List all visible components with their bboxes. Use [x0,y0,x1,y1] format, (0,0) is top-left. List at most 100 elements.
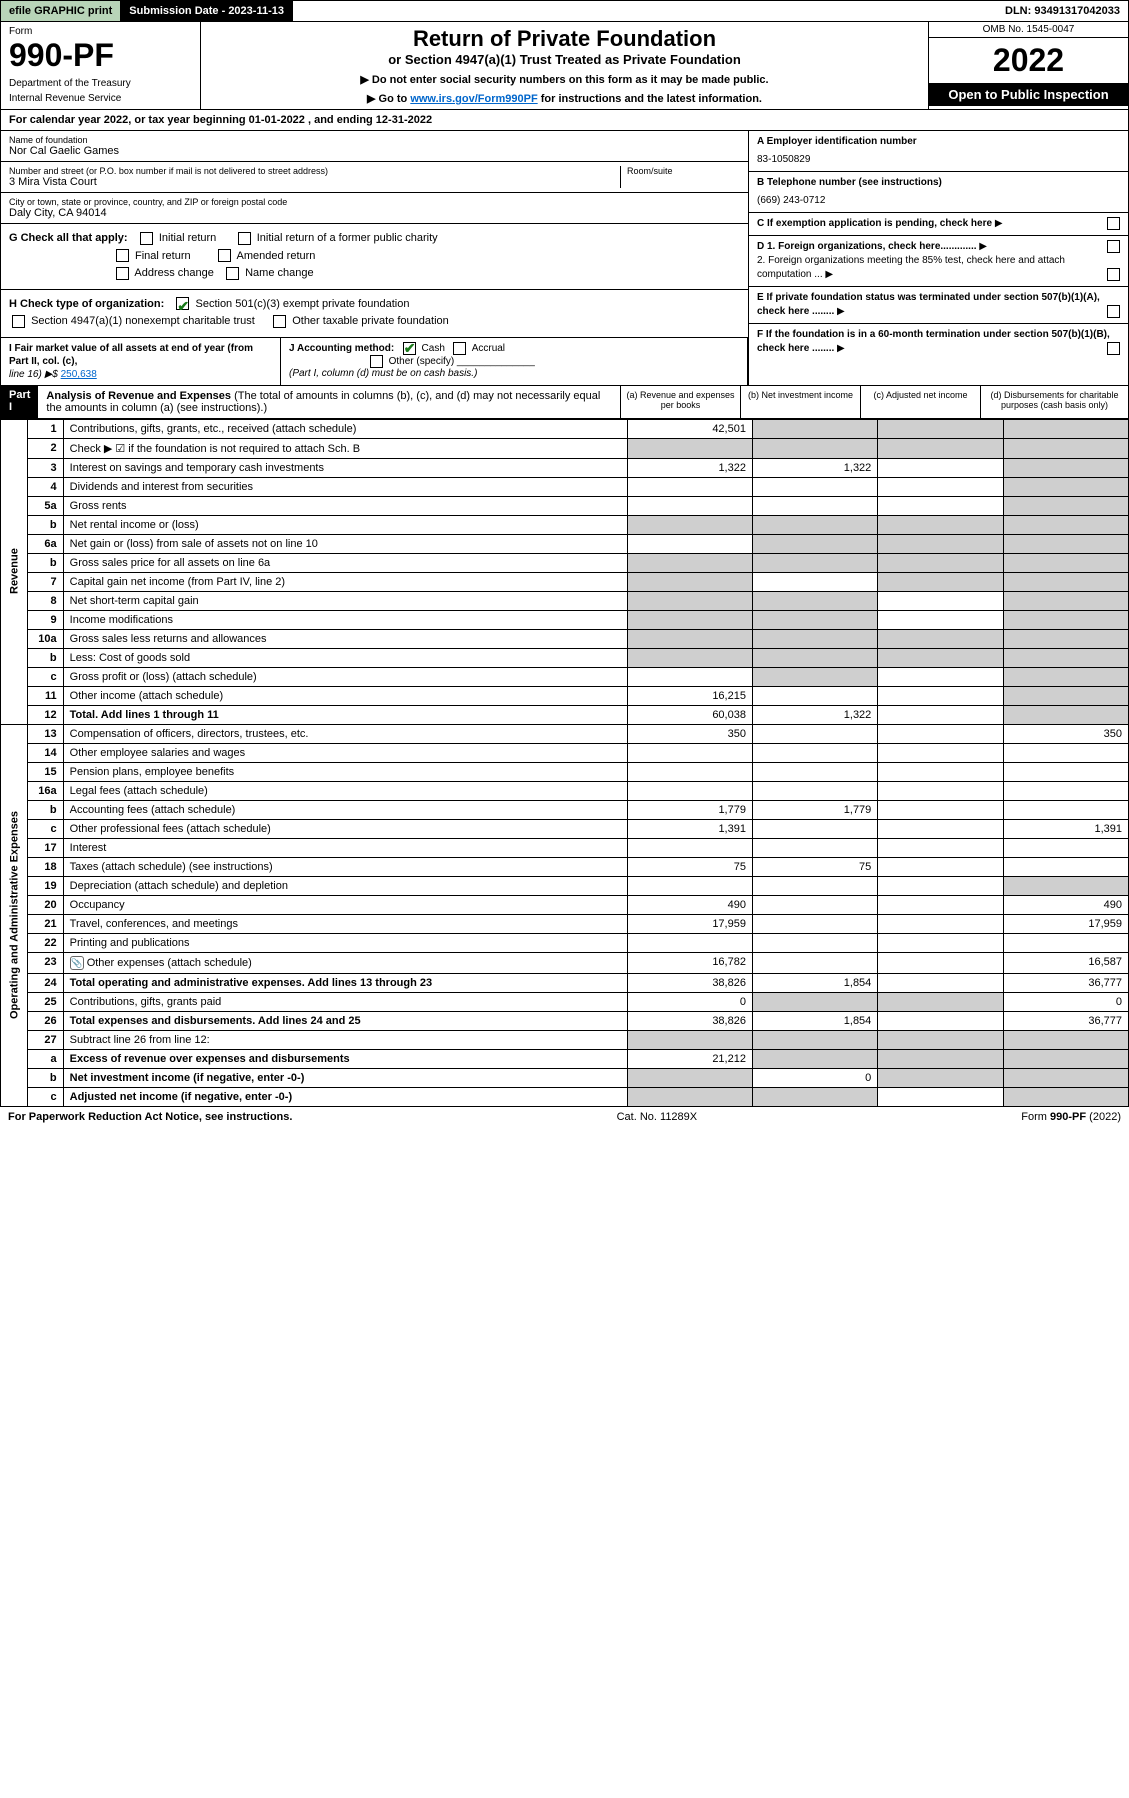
cell-col-d [1003,1030,1128,1049]
checkbox-icon[interactable] [218,249,231,262]
cell-col-c [878,553,1003,572]
checkbox-checked-icon[interactable] [403,342,416,355]
checkbox-icon[interactable] [12,315,25,328]
cell-col-a [627,762,752,781]
fmv-amount-link[interactable]: 250,638 [61,369,97,380]
cell-col-b [752,933,877,952]
cell-col-d [1003,419,1128,438]
table-row: 21Travel, conferences, and meetings17,95… [1,914,1129,933]
line-label: Net short-term capital gain [70,595,199,607]
line-label: Other employee salaries and wages [70,747,245,759]
cell-col-d [1003,762,1128,781]
efile-badge: efile GRAPHIC print [1,1,121,21]
checkbox-icon[interactable] [1107,217,1120,230]
cell-col-d [1003,933,1128,952]
table-row: 27Subtract line 26 from line 12: [1,1030,1129,1049]
cell-col-b [752,1030,877,1049]
city-label: City or town, state or province, country… [9,197,740,207]
checkbox-icon[interactable] [1107,240,1120,253]
line-label: Subtract line 26 from line 12: [70,1034,210,1046]
checkbox-icon[interactable] [226,267,239,280]
cell-col-a: 42,501 [627,419,752,438]
cell-col-a [627,743,752,762]
table-row: 9Income modifications [1,610,1129,629]
checkbox-icon[interactable] [370,355,383,368]
line-number: 11 [28,686,64,705]
cell-col-c [878,781,1003,800]
calendar-year-row: For calendar year 2022, or tax year begi… [0,110,1129,131]
form-url-link[interactable]: www.irs.gov/Form990PF [410,93,537,105]
cell-col-d [1003,686,1128,705]
cell-col-b: 1,322 [752,458,877,477]
line-number: 7 [28,572,64,591]
cell-col-c [878,952,1003,973]
checkbox-icon[interactable] [453,342,466,355]
cell-col-b: 1,854 [752,973,877,992]
cell-col-c [878,1068,1003,1087]
cell-col-a [627,933,752,952]
checkbox-icon[interactable] [238,232,251,245]
cell-col-c [878,895,1003,914]
form-header: Form 990-PF Department of the Treasury I… [0,22,1129,110]
attachment-icon[interactable]: 📎 [70,956,84,970]
page-footer: For Paperwork Reduction Act Notice, see … [0,1107,1129,1127]
checkbox-checked-icon[interactable] [176,297,189,310]
cell-col-d: 350 [1003,724,1128,743]
checkbox-icon[interactable] [116,267,129,280]
table-row: cGross profit or (loss) (attach schedule… [1,667,1129,686]
col-d-header: (d) Disbursements for charitable purpose… [981,386,1128,418]
cell-col-b [752,572,877,591]
checkbox-icon[interactable] [140,232,153,245]
line-number: 13 [28,724,64,743]
cell-col-c [878,496,1003,515]
checkbox-icon[interactable] [1107,342,1120,355]
table-row: 15Pension plans, employee benefits [1,762,1129,781]
cell-col-a: 75 [627,857,752,876]
cell-col-a: 350 [627,724,752,743]
table-row: 19Depreciation (attach schedule) and dep… [1,876,1129,895]
checkbox-icon[interactable] [1107,268,1120,281]
line-number: 24 [28,973,64,992]
line-label: Check ▶ ☑ if the foundation is not requi… [70,443,360,455]
cell-col-d: 36,777 [1003,1011,1128,1030]
cell-col-a: 16,215 [627,686,752,705]
footer-mid: Cat. No. 11289X [617,1111,698,1123]
line-label: Gross profit or (loss) (attach schedule) [70,671,257,683]
line-label: Taxes (attach schedule) (see instruction… [70,861,273,873]
line-number: 8 [28,591,64,610]
cell-col-c [878,933,1003,952]
cell-col-a: 38,826 [627,973,752,992]
cell-col-d [1003,553,1128,572]
line-number: 20 [28,895,64,914]
cell-col-c [878,876,1003,895]
room-label: Room/suite [627,166,740,176]
line-number: c [28,819,64,838]
checkbox-icon[interactable] [1107,305,1120,318]
line-number: 4 [28,477,64,496]
table-row: 16aLegal fees (attach schedule) [1,781,1129,800]
cell-col-b [752,610,877,629]
cell-col-d: 1,391 [1003,819,1128,838]
cell-col-a: 0 [627,992,752,1011]
line-label: Compensation of officers, directors, tru… [70,728,309,740]
table-row: aExcess of revenue over expenses and dis… [1,1049,1129,1068]
cell-col-c [878,1030,1003,1049]
cell-col-b [752,724,877,743]
cell-col-c [878,515,1003,534]
part1-header-row: Part I Analysis of Revenue and Expenses … [0,386,1129,419]
table-row: 24Total operating and administrative exp… [1,973,1129,992]
cell-col-b [752,419,877,438]
line-number: 19 [28,876,64,895]
line-label: Income modifications [70,614,173,626]
line-label: Accounting fees (attach schedule) [70,804,236,816]
table-row: cOther professional fees (attach schedul… [1,819,1129,838]
cell-col-b: 1,779 [752,800,877,819]
checkbox-icon[interactable] [116,249,129,262]
checkbox-icon[interactable] [273,315,286,328]
cell-col-d [1003,1049,1128,1068]
i-section: I Fair market value of all assets at end… [1,338,281,385]
ein-value: 83-1050829 [757,153,1120,167]
cell-col-a [627,438,752,458]
cell-col-d [1003,743,1128,762]
table-row: 6aNet gain or (loss) from sale of assets… [1,534,1129,553]
